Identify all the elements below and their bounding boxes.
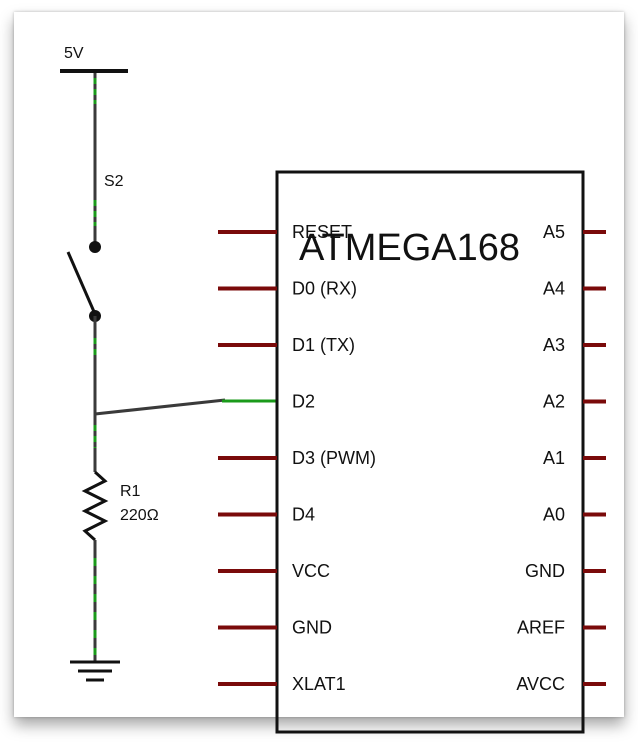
resistor-value: 220Ω bbox=[120, 507, 159, 524]
pin-label-right: AREF bbox=[517, 618, 565, 638]
pin-label-right: A2 bbox=[543, 392, 565, 412]
pin-label-right: A3 bbox=[543, 335, 565, 355]
pin-label-right: A1 bbox=[543, 448, 565, 468]
supply-label: 5V bbox=[64, 45, 84, 62]
pin-label-left: D4 bbox=[292, 505, 315, 525]
pin-label-left: VCC bbox=[292, 561, 330, 581]
pin-label-left: RESET bbox=[292, 222, 352, 242]
pin-label-left: D3 (PWM) bbox=[292, 448, 376, 468]
wire-junction-to-d2 bbox=[94, 398, 226, 416]
schematic-card bbox=[14, 12, 624, 717]
pin-label-right: AVCC bbox=[516, 674, 565, 694]
pin-label-right: A5 bbox=[543, 222, 565, 242]
chip-pins: RESET D0 (RX) D1 (TX) D2 D3 (PWM) D4 VCC GND XLA… bbox=[218, 222, 606, 694]
chip-body bbox=[275, 170, 585, 734]
ground-icon bbox=[70, 660, 120, 682]
pin-label-left: XLAT1 bbox=[292, 674, 346, 694]
pin-label-left: D1 (TX) bbox=[292, 335, 355, 355]
pin-label-right: A4 bbox=[543, 279, 565, 299]
resistor-name: R1 bbox=[120, 483, 141, 500]
switch-lever bbox=[66, 251, 97, 315]
pin-label-right: GND bbox=[525, 561, 565, 581]
pin-label-right: A0 bbox=[543, 505, 565, 525]
switch-contact-top bbox=[89, 241, 101, 253]
pin-label-left: D0 (RX) bbox=[292, 279, 357, 299]
chip-title: ATMEGA168 bbox=[299, 227, 520, 269]
pin-label-left: D2 bbox=[292, 392, 315, 412]
switch-label: S2 bbox=[104, 173, 124, 190]
resistor-symbol bbox=[81, 470, 109, 542]
pin-label-left: GND bbox=[292, 618, 332, 638]
